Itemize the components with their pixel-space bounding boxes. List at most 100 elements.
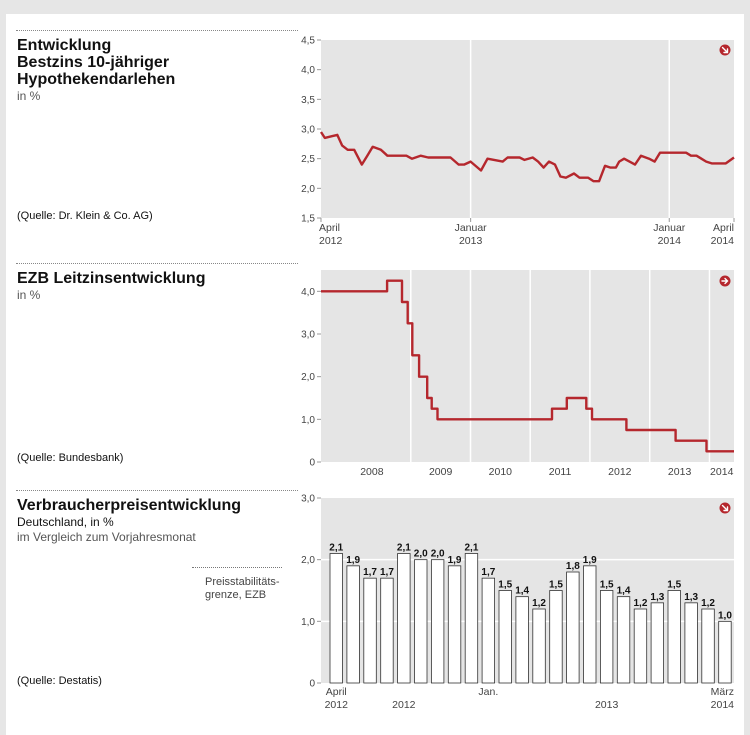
- ezb-subtitle: in %: [17, 288, 41, 302]
- vpi-bar-value-label: 1,9: [448, 555, 462, 566]
- vpi-bar: [684, 602, 698, 684]
- vpi-bar: [549, 590, 563, 684]
- price-stability-note-line-2: grenze, EZB: [205, 589, 267, 601]
- vpi-bar: [464, 553, 479, 684]
- vpi-bar-value-label: 2,0: [414, 549, 428, 560]
- vpi-x-tick-label: Jan.: [478, 686, 498, 698]
- vpi-bar: [600, 590, 614, 684]
- mortgage-y-tick-label: 4,0: [301, 65, 315, 76]
- vpi-source: (Quelle: Destatis): [17, 675, 102, 687]
- vpi-bar: [498, 590, 512, 684]
- mortgage-x-tick-label: 2014: [658, 235, 682, 247]
- vpi-y-tick-label: 0: [309, 679, 315, 690]
- vpi-y-tick-label: 2,0: [301, 555, 315, 566]
- ezb-y-tick-label: 3,0: [301, 330, 315, 341]
- price-stability-note: Preisstabilitäts- grenze, EZB: [205, 576, 280, 602]
- vpi-bar: [481, 577, 496, 684]
- vpi-subtitle-line-2: im Vergleich zum Vorjahresmonat: [17, 530, 196, 544]
- ezb-x-tick-label: 2012: [608, 466, 632, 478]
- vpi-bar: [650, 602, 664, 684]
- mortgage-x-tick-label: April: [319, 222, 340, 234]
- mortgage-x-tick-label: 2012: [319, 235, 343, 247]
- vpi-bar: [701, 608, 715, 684]
- vpi-bar-value-label: 1,5: [498, 580, 512, 591]
- mortgage-x-tick-label: 2013: [459, 235, 483, 247]
- mortgage-y-tick-label: 4,5: [301, 36, 315, 47]
- vpi-bar: [566, 571, 580, 684]
- vpi-bar-value-label: 1,0: [718, 610, 732, 621]
- ezb-source: (Quelle: Bundesbank): [17, 452, 124, 464]
- vpi-bar: [667, 590, 681, 684]
- mortgage-x-tick-label: Januar: [455, 222, 488, 234]
- ezb-plot-area: [321, 270, 734, 462]
- ezb-x-tick-label: 2010: [489, 466, 513, 478]
- mortgage-title-line-3: Hypothekendarlehen: [17, 71, 176, 88]
- ezb-y-tick-label: 1,0: [301, 415, 315, 426]
- vpi-x-tick-label: 2012: [325, 699, 349, 711]
- section-divider-3: [16, 490, 298, 491]
- ezb-y-tick-label: 4,0: [301, 287, 315, 298]
- vpi-bar: [397, 553, 411, 684]
- vpi-bar: [363, 577, 377, 684]
- vpi-bar-value-label: 1,7: [380, 567, 394, 578]
- vpi-x-tick-label: März: [711, 686, 734, 698]
- vpi-bar: [633, 608, 648, 684]
- price-stability-note-line-1: Preisstabilitäts-: [205, 576, 280, 588]
- section-divider-2: [16, 263, 298, 264]
- vpi-subtitle-line-1: Deutschland, in %: [17, 515, 114, 529]
- vpi-bar-value-label: 2,1: [464, 543, 478, 554]
- vpi-bar-value-label: 2,1: [397, 543, 411, 554]
- vpi-title-line-1: Verbraucherpreisentwicklung: [17, 497, 242, 514]
- vpi-bar-value-label: 1,3: [650, 592, 664, 603]
- ezb-rate-line: [321, 279, 734, 453]
- vpi-bar-value-label: 1,2: [701, 598, 715, 609]
- vpi-bar: [346, 565, 360, 684]
- mortgage-y-tick-label: 1,5: [301, 214, 315, 225]
- price-stability-leader-line: [192, 567, 282, 568]
- ezb-x-tick-label: 2013: [668, 466, 692, 478]
- vpi-bar-value-label: 1,7: [481, 567, 495, 578]
- mortgage-subtitle: in %: [17, 89, 41, 103]
- vpi-bar: [447, 565, 462, 684]
- vpi-bar-value-label: 2,1: [329, 543, 343, 554]
- vpi-bar-value-label: 1,9: [346, 555, 360, 566]
- vpi-bar: [430, 559, 445, 684]
- vpi-bar-value-label: 2,0: [431, 549, 445, 560]
- mortgage-y-tick-label: 2,5: [301, 154, 315, 165]
- mortgage-x-tick-label: April: [713, 222, 734, 234]
- vpi-bar-value-label: 1,4: [515, 586, 529, 597]
- ezb-title: EZB Leitzinsentwicklung: [17, 270, 205, 287]
- arrow-right-icon-glyph: [721, 277, 729, 285]
- vpi-x-tick-label: April: [326, 686, 347, 698]
- vpi-bar-value-label: 1,4: [617, 586, 631, 597]
- mortgage-x-tick-label: 2014: [711, 235, 735, 247]
- vpi-bar-value-label: 1,2: [633, 598, 647, 609]
- vpi-bar-value-label: 1,7: [363, 567, 377, 578]
- vpi-bar: [616, 596, 631, 684]
- vpi-bar-value-label: 1,5: [600, 580, 614, 591]
- vpi-x-tick-label: 2013: [595, 699, 619, 711]
- mortgage-y-tick-label: 3,5: [301, 95, 315, 106]
- vpi-bar: [414, 559, 428, 684]
- vpi-x-tick-label: 2014: [711, 699, 735, 711]
- vpi-title: Verbraucherpreisentwicklung: [17, 497, 241, 514]
- mortgage-y-tick-label: 2,0: [301, 184, 315, 195]
- vpi-bar: [329, 553, 343, 684]
- vpi-bar-value-label: 1,8: [566, 561, 580, 572]
- vpi-x-tick-label: 2012: [392, 699, 416, 711]
- vpi-bar-value-label: 1,3: [684, 592, 698, 603]
- vpi-bar: [718, 620, 732, 684]
- ezb-x-tick-label: 2008: [360, 466, 384, 478]
- mortgage-x-tick-label: Januar: [653, 222, 686, 234]
- ezb-title-line-1: EZB Leitzinsentwicklung: [17, 270, 206, 287]
- vpi-y-tick-label: 1,0: [301, 617, 315, 628]
- vpi-bar: [515, 596, 529, 684]
- ezb-x-tick-label: 2014: [710, 466, 734, 478]
- vpi-bar-value-label: 1,5: [667, 580, 681, 591]
- vpi-bar-value-label: 1,5: [549, 580, 563, 591]
- vpi-bar: [583, 565, 597, 684]
- vpi-arrow-down-right-icon-glyph: [721, 504, 729, 512]
- mortgage-rate-line: [319, 131, 735, 183]
